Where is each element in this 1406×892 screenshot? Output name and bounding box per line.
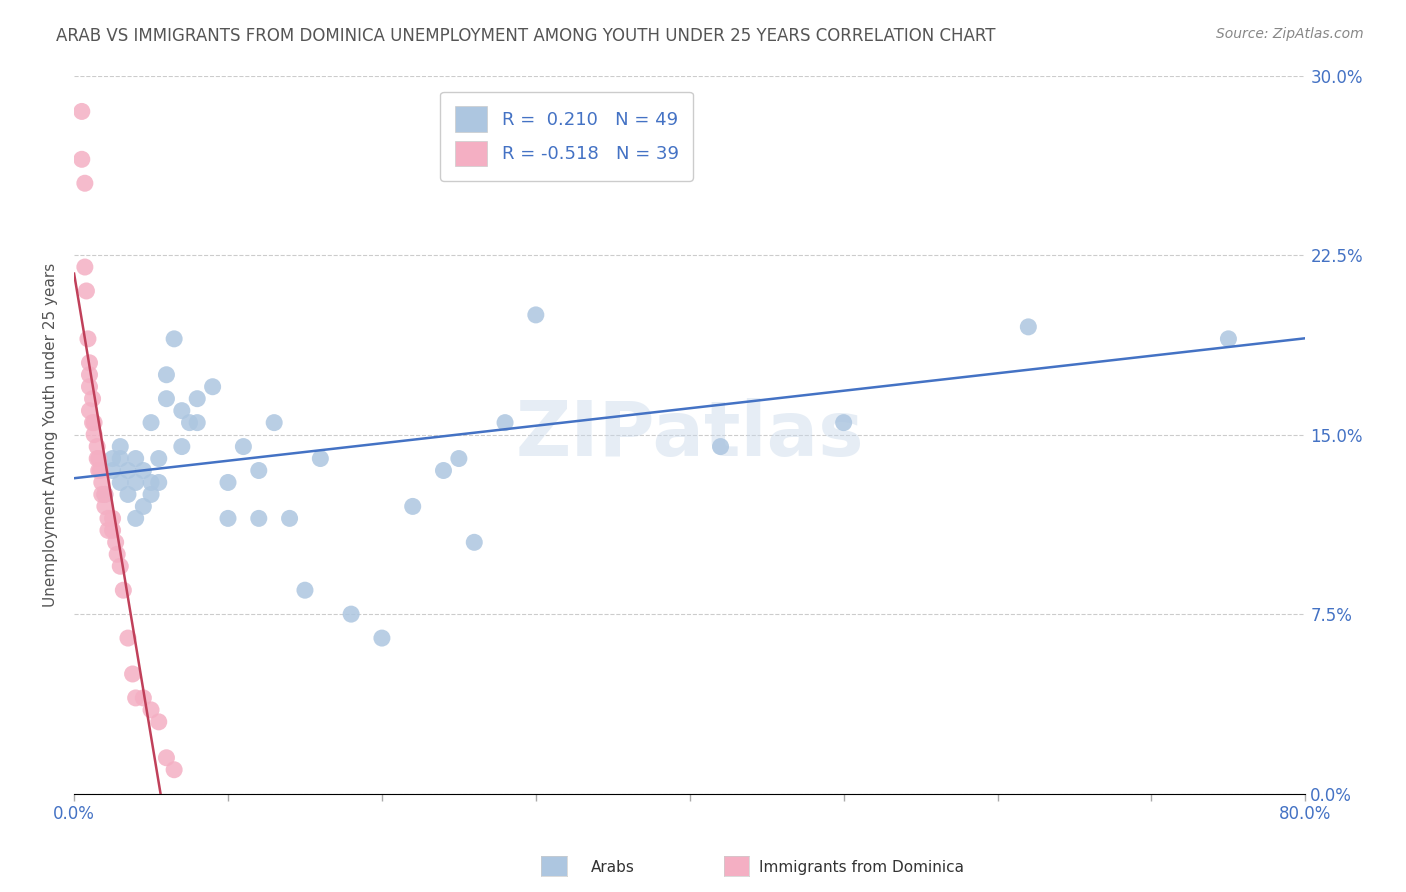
Point <box>170 440 193 454</box>
Point <box>148 451 170 466</box>
Point <box>97 511 120 525</box>
Point <box>75 284 97 298</box>
Point <box>263 416 285 430</box>
Point <box>94 487 117 501</box>
Point <box>86 451 108 466</box>
Point <box>86 440 108 454</box>
Point <box>186 416 208 430</box>
Point <box>432 463 454 477</box>
Point <box>139 475 162 490</box>
Point <box>155 392 177 406</box>
Point <box>217 511 239 525</box>
Point <box>232 440 254 454</box>
Point <box>124 511 146 525</box>
Point <box>97 524 120 538</box>
Point <box>94 500 117 514</box>
Point <box>155 751 177 765</box>
Point <box>73 176 96 190</box>
Point <box>104 535 127 549</box>
Point <box>94 487 117 501</box>
Point <box>186 392 208 406</box>
Point <box>83 427 105 442</box>
Point <box>148 714 170 729</box>
Point <box>340 607 363 621</box>
Point <box>82 416 104 430</box>
Point <box>163 332 186 346</box>
Point <box>494 416 516 430</box>
Point <box>110 440 132 454</box>
Point <box>83 416 105 430</box>
Point <box>70 104 93 119</box>
Point <box>90 487 112 501</box>
Point <box>101 511 124 525</box>
Legend: R =  0.210   N = 49, R = -0.518   N = 39: R = 0.210 N = 49, R = -0.518 N = 39 <box>440 92 693 181</box>
Point <box>77 332 100 346</box>
Point <box>463 535 485 549</box>
Point <box>247 463 270 477</box>
Point <box>201 380 224 394</box>
Point <box>79 380 101 394</box>
Point <box>117 487 139 501</box>
Point <box>90 475 112 490</box>
Point <box>1218 332 1240 346</box>
Point <box>555 116 578 130</box>
Y-axis label: Unemployment Among Youth under 25 years: Unemployment Among Youth under 25 years <box>44 262 58 607</box>
Point <box>124 451 146 466</box>
Point <box>139 703 162 717</box>
Point <box>101 463 124 477</box>
Point <box>447 451 470 466</box>
Point <box>124 475 146 490</box>
Point <box>73 260 96 274</box>
Point <box>132 500 155 514</box>
Point <box>110 559 132 574</box>
Point <box>832 416 855 430</box>
Text: Arabs: Arabs <box>591 860 634 874</box>
Point <box>170 403 193 417</box>
Point <box>132 690 155 705</box>
Point <box>524 308 547 322</box>
Point <box>87 451 110 466</box>
Point <box>148 475 170 490</box>
Point <box>155 368 177 382</box>
Point <box>105 547 128 561</box>
Point <box>139 487 162 501</box>
Point <box>87 463 110 477</box>
Text: ARAB VS IMMIGRANTS FROM DOMINICA UNEMPLOYMENT AMONG YOUTH UNDER 25 YEARS CORRELA: ARAB VS IMMIGRANTS FROM DOMINICA UNEMPLO… <box>56 27 995 45</box>
Point <box>1017 319 1039 334</box>
Point <box>117 463 139 477</box>
Point <box>110 475 132 490</box>
Point <box>139 416 162 430</box>
Point <box>112 583 135 598</box>
Text: Source: ZipAtlas.com: Source: ZipAtlas.com <box>1216 27 1364 41</box>
Point <box>117 631 139 645</box>
Point <box>101 524 124 538</box>
Point <box>101 451 124 466</box>
Text: Immigrants from Dominica: Immigrants from Dominica <box>759 860 965 874</box>
Point <box>163 763 186 777</box>
Point <box>70 153 93 167</box>
Point <box>82 392 104 406</box>
Point <box>294 583 316 598</box>
Point <box>124 690 146 705</box>
Point <box>278 511 301 525</box>
Point <box>121 667 143 681</box>
Point <box>89 463 111 477</box>
Point <box>371 631 394 645</box>
Point <box>217 475 239 490</box>
Point <box>132 463 155 477</box>
Point <box>309 451 332 466</box>
Point <box>79 368 101 382</box>
Point <box>179 416 201 430</box>
Point <box>709 440 731 454</box>
Text: ZIPatlas: ZIPatlas <box>516 398 865 472</box>
Point <box>79 403 101 417</box>
Point <box>247 511 270 525</box>
Point <box>110 451 132 466</box>
Point <box>79 356 101 370</box>
Point <box>402 500 425 514</box>
